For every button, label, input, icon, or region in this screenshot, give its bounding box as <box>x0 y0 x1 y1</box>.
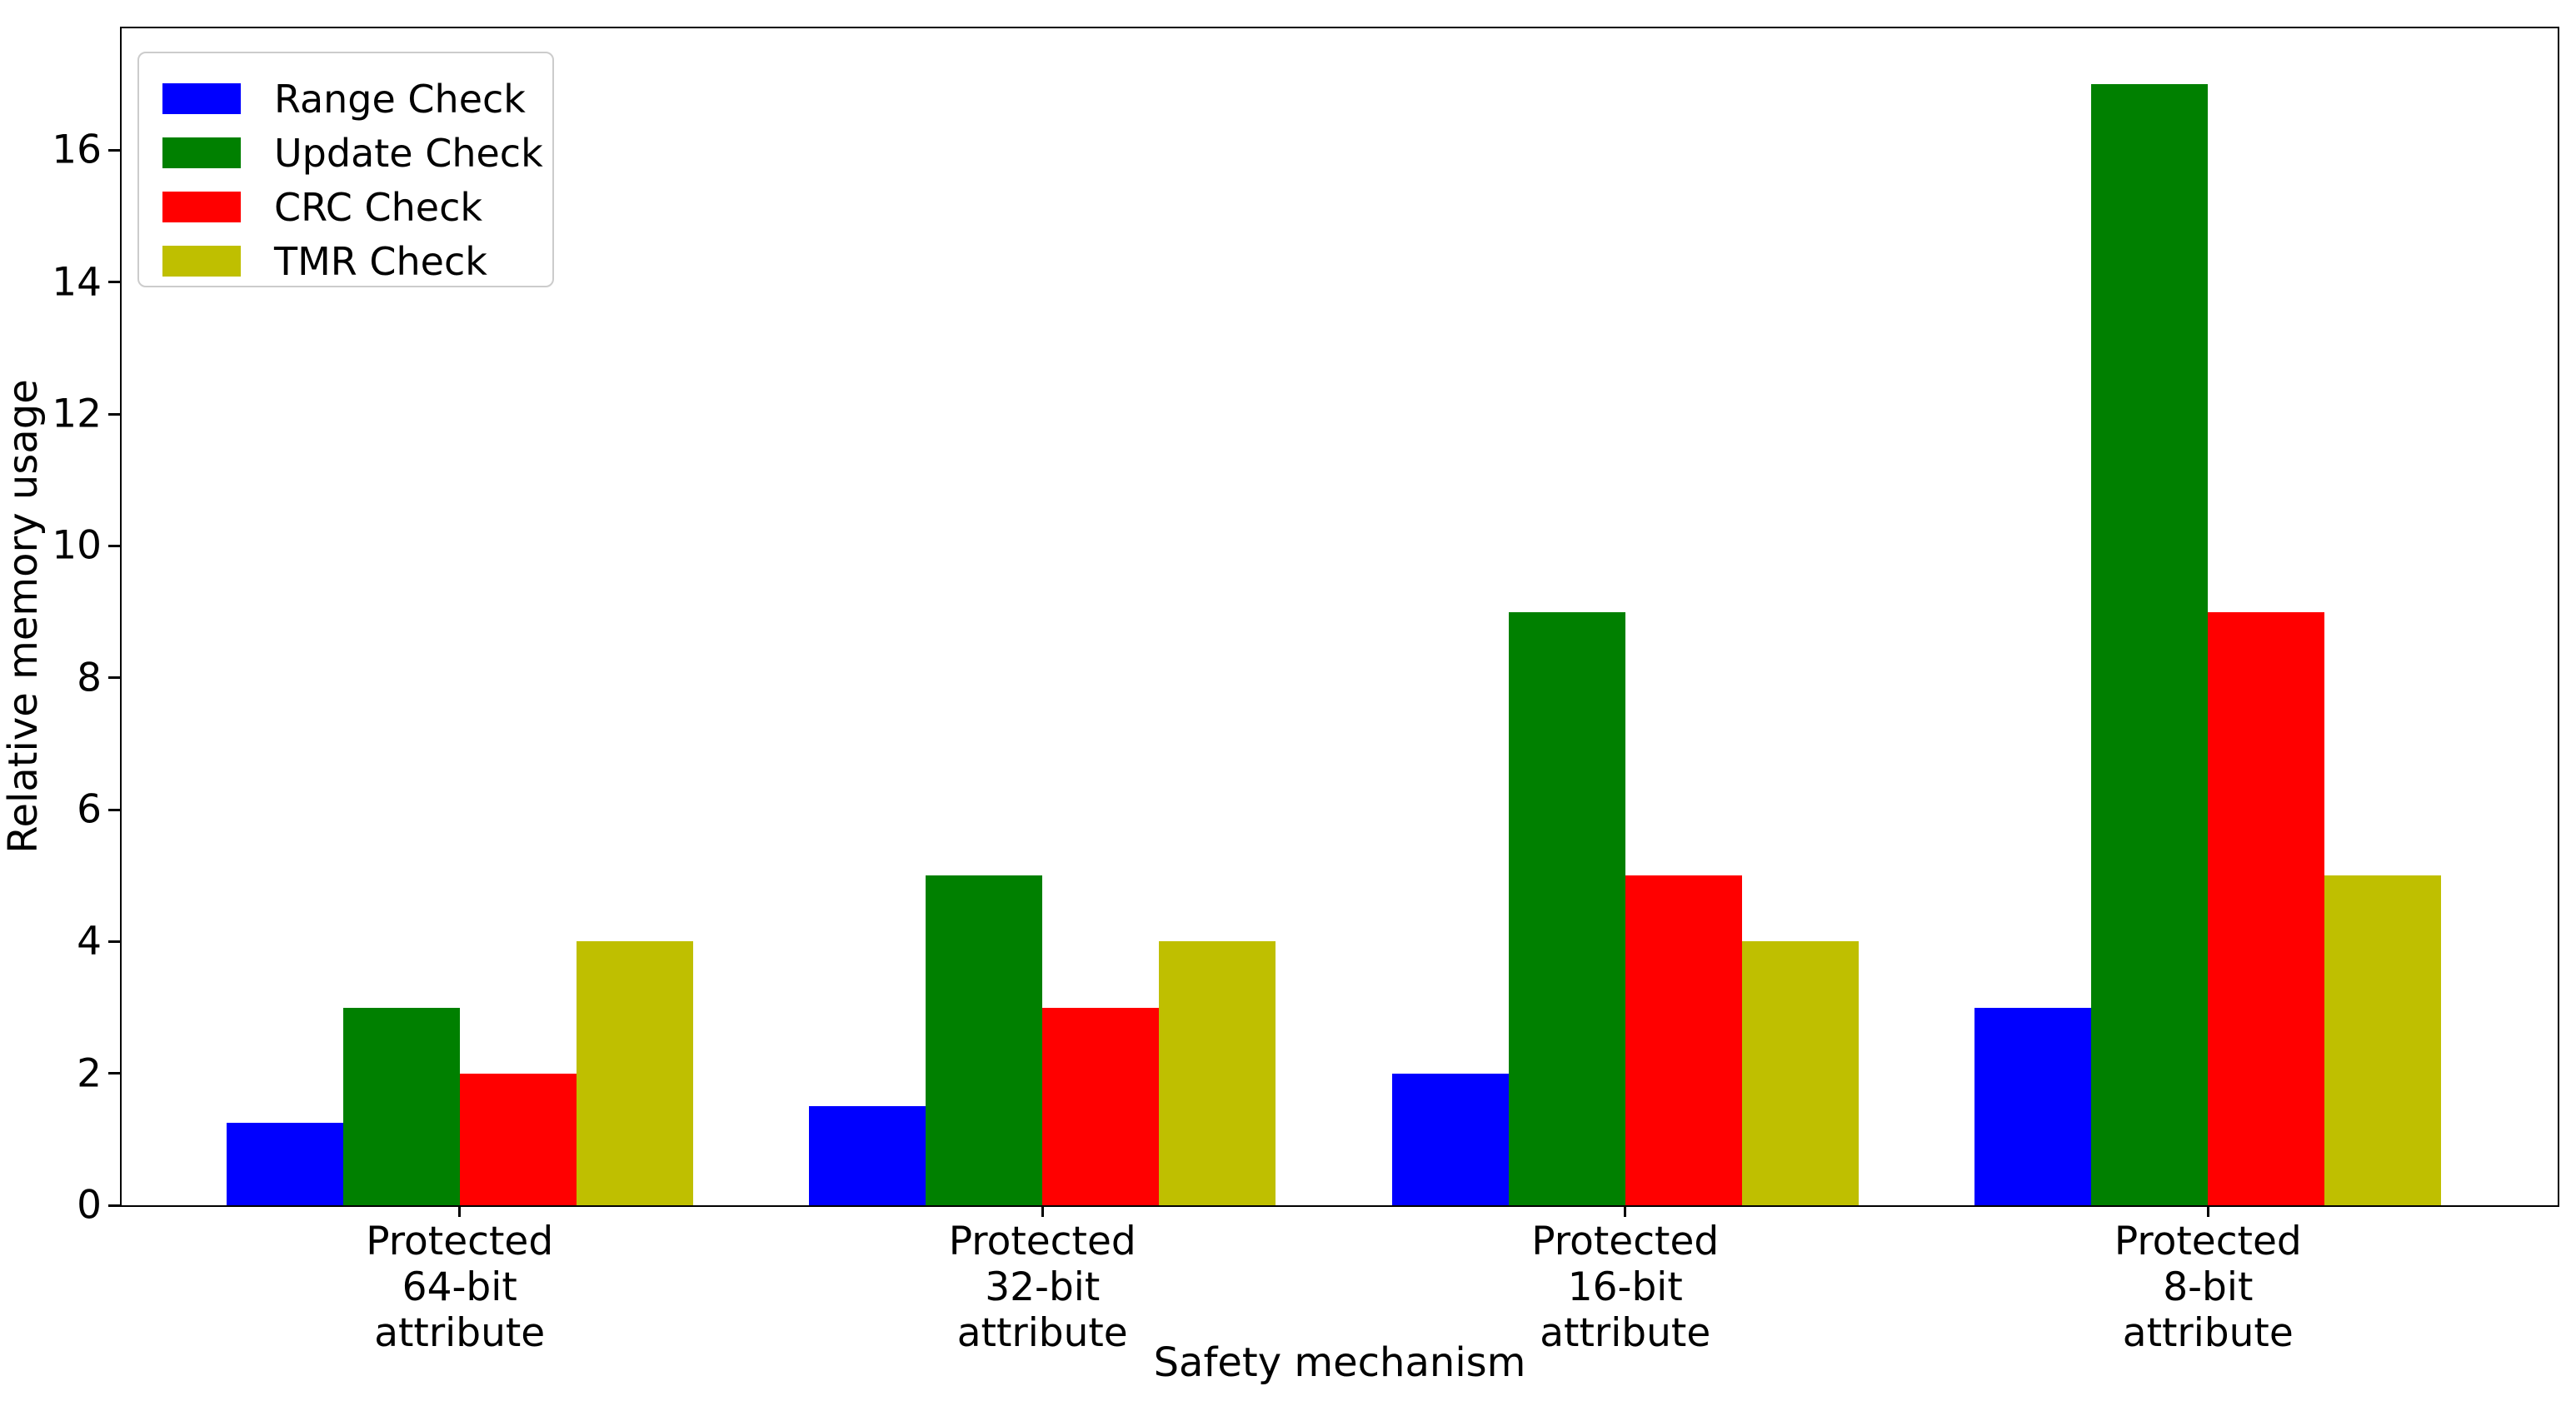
y-tick-label-4: 4 <box>77 918 102 965</box>
legend-swatch-icon <box>162 192 241 222</box>
y-tick-mark-14 <box>108 281 120 284</box>
x-tick-label-8-bit: Protected 8-bit attribute <box>2114 1219 2302 1356</box>
legend-label: Range Check <box>274 76 526 122</box>
bar-range-check-group-3 <box>1974 1007 2092 1205</box>
bar-tmr-check-group-1 <box>1159 941 1276 1205</box>
x-tick-mark-3 <box>2206 1205 2209 1217</box>
y-tick-mark-8 <box>108 676 120 680</box>
y-tick-mark-2 <box>108 1072 120 1075</box>
y-tick-label-6: 6 <box>77 786 102 833</box>
x-tick-label-64-bit: Protected 64-bit attribute <box>366 1219 554 1356</box>
bar-range-check-group-2 <box>1391 1073 1509 1205</box>
y-tick-label-16: 16 <box>52 127 102 173</box>
x-tick-mark-2 <box>1624 1205 1627 1217</box>
y-tick-label-14: 14 <box>52 259 102 306</box>
legend-row-update-check: Update Check <box>139 126 552 180</box>
y-tick-mark-0 <box>108 1204 120 1207</box>
legend-row-range-check: Range Check <box>139 72 552 126</box>
legend: Range Check Update Check CRC Check TMR Chec… <box>137 52 554 287</box>
y-tick-label-8: 8 <box>77 655 102 701</box>
bar-tmr-check-group-0 <box>576 941 693 1205</box>
x-tick-mark-1 <box>1041 1205 1044 1217</box>
legend-label: Update Check <box>274 130 543 176</box>
bar-update-check-group-2 <box>1508 611 1625 1205</box>
y-tick-label-0: 0 <box>77 1182 102 1229</box>
bar-update-check-group-1 <box>926 875 1043 1205</box>
y-tick-mark-4 <box>108 940 120 943</box>
y-tick-mark-10 <box>108 544 120 547</box>
bar-range-check-group-0 <box>226 1123 343 1205</box>
y-tick-label-2: 2 <box>77 1050 102 1097</box>
y-tick-mark-16 <box>108 148 120 152</box>
legend-swatch-icon <box>162 246 241 277</box>
bar-crc-check-group-3 <box>2208 611 2325 1205</box>
x-axis-label: Safety mechanism <box>1153 1339 1526 1386</box>
y-tick-mark-12 <box>108 412 120 416</box>
bar-range-check-group-1 <box>809 1106 926 1205</box>
bar-tmr-check-group-2 <box>1741 941 1859 1205</box>
legend-label: CRC Check <box>274 184 483 230</box>
x-tick-label-16-bit: Protected 16-bit attribute <box>1531 1219 1720 1356</box>
legend-row-tmr-check: TMR Check <box>139 234 552 288</box>
bar-update-check-group-3 <box>2091 84 2209 1205</box>
legend-swatch-icon <box>162 83 241 114</box>
legend-swatch-icon <box>162 137 241 168</box>
y-tick-mark-6 <box>108 808 120 811</box>
bar-crc-check-group-0 <box>459 1073 577 1205</box>
y-tick-label-12: 12 <box>52 391 102 437</box>
y-tick-label-10: 10 <box>52 522 102 569</box>
bar-tmr-check-group-3 <box>2324 875 2442 1205</box>
x-tick-label-32-bit: Protected 32-bit attribute <box>948 1219 1136 1356</box>
bar-crc-check-group-1 <box>1042 1007 1160 1205</box>
bar-crc-check-group-2 <box>1625 875 1742 1205</box>
legend-label: TMR Check <box>274 238 487 284</box>
bar-update-check-group-0 <box>342 1007 460 1205</box>
x-tick-mark-0 <box>458 1205 462 1217</box>
legend-row-crc-check: CRC Check <box>139 180 552 234</box>
y-axis-label: Relative memory usage <box>0 379 47 854</box>
